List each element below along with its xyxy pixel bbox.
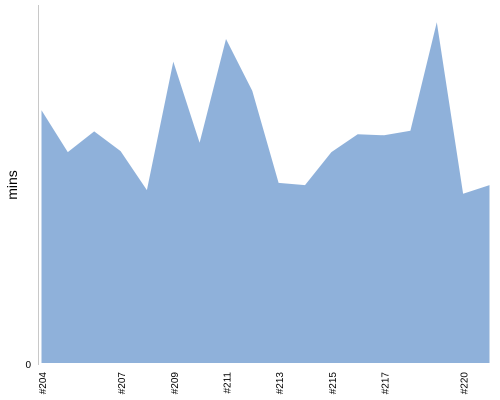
x-tick-label: #217: [381, 372, 392, 395]
x-tick-label: #215: [328, 372, 339, 395]
plot-area: [41, 22, 490, 363]
y-tick-label-0: 0: [25, 360, 31, 371]
x-axis-ticks: #204#207#209#211#213#215#217#220#222: [38, 372, 471, 395]
area-series: [41, 22, 490, 363]
x-tick-label: #204: [38, 372, 49, 395]
x-tick-label: #220: [460, 372, 471, 395]
x-tick-label: #211: [223, 372, 234, 394]
y-axis-title: mins: [4, 170, 20, 200]
x-tick-label: #213: [275, 372, 286, 395]
x-tick-label: #209: [170, 372, 181, 395]
x-tick-label: #207: [117, 372, 128, 395]
